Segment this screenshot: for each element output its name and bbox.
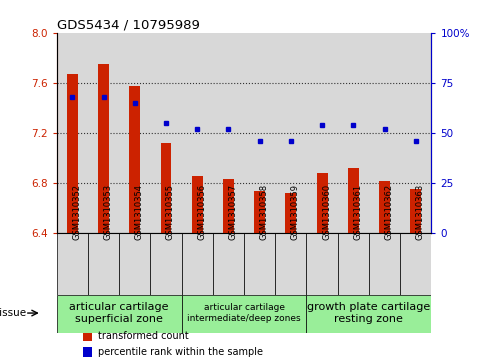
Bar: [67, 74, 78, 233]
Bar: [213, 33, 244, 233]
Bar: [254, 191, 265, 233]
Text: GDS5434 / 10795989: GDS5434 / 10795989: [57, 19, 200, 32]
Text: percentile rank within the sample: percentile rank within the sample: [98, 347, 263, 356]
Bar: [57, 33, 88, 233]
Text: GSM1310358: GSM1310358: [260, 184, 269, 240]
Bar: [307, 33, 338, 233]
Text: GSM1310352: GSM1310352: [72, 184, 81, 240]
Bar: [83, 331, 92, 341]
Text: articular cartilage
intermediate/deep zones: articular cartilage intermediate/deep zo…: [187, 303, 301, 323]
Text: GSM1310356: GSM1310356: [197, 184, 206, 240]
Bar: [369, 233, 400, 295]
Text: GSM1310362: GSM1310362: [385, 184, 393, 240]
Bar: [400, 33, 431, 233]
Bar: [379, 182, 390, 233]
Text: GSM1310353: GSM1310353: [104, 184, 112, 240]
Bar: [119, 33, 150, 233]
Bar: [338, 33, 369, 233]
Text: tissue: tissue: [0, 308, 27, 318]
Bar: [348, 168, 359, 233]
Bar: [244, 233, 275, 295]
Bar: [369, 33, 400, 233]
Bar: [119, 233, 150, 295]
Bar: [98, 64, 109, 233]
Text: GSM1310360: GSM1310360: [322, 184, 331, 240]
Bar: [223, 179, 234, 233]
Bar: [192, 176, 203, 233]
Text: GSM1310359: GSM1310359: [291, 184, 300, 240]
Bar: [213, 233, 244, 295]
Bar: [181, 295, 307, 333]
Bar: [307, 233, 338, 295]
Bar: [338, 233, 369, 295]
Bar: [83, 347, 92, 357]
Bar: [57, 233, 88, 295]
Bar: [400, 233, 431, 295]
Bar: [88, 233, 119, 295]
Bar: [181, 233, 213, 295]
Bar: [57, 295, 181, 333]
Text: GSM1310354: GSM1310354: [135, 184, 144, 240]
Text: GSM1310361: GSM1310361: [353, 184, 362, 240]
Text: articular cartilage
superficial zone: articular cartilage superficial zone: [70, 302, 169, 324]
Bar: [317, 173, 327, 233]
Text: GSM1310355: GSM1310355: [166, 184, 175, 240]
Bar: [181, 33, 213, 233]
Text: growth plate cartilage
resting zone: growth plate cartilage resting zone: [307, 302, 430, 324]
Bar: [150, 233, 181, 295]
Text: GSM1310357: GSM1310357: [228, 184, 238, 240]
Text: transformed count: transformed count: [98, 331, 189, 341]
Bar: [275, 233, 307, 295]
Bar: [88, 33, 119, 233]
Bar: [150, 33, 181, 233]
Text: GSM1310363: GSM1310363: [416, 184, 425, 240]
Bar: [161, 143, 172, 233]
Bar: [129, 86, 140, 233]
Bar: [275, 33, 307, 233]
Bar: [410, 189, 421, 233]
Bar: [244, 33, 275, 233]
Bar: [307, 295, 431, 333]
Bar: [285, 193, 296, 233]
